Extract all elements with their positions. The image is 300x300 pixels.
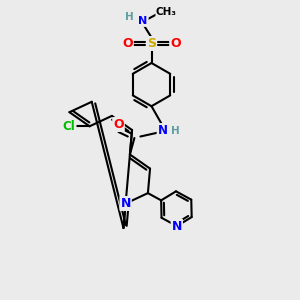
Text: N: N	[120, 197, 131, 210]
Text: O: O	[170, 37, 181, 50]
Text: O: O	[113, 118, 124, 131]
Text: H: H	[124, 11, 134, 22]
Text: N: N	[158, 124, 168, 137]
Text: CH₃: CH₃	[156, 7, 177, 17]
Text: N: N	[172, 220, 182, 232]
Text: S: S	[147, 37, 156, 50]
Text: H: H	[171, 125, 180, 136]
Text: O: O	[122, 37, 133, 50]
Text: N: N	[139, 16, 148, 26]
Text: Cl: Cl	[63, 120, 76, 133]
